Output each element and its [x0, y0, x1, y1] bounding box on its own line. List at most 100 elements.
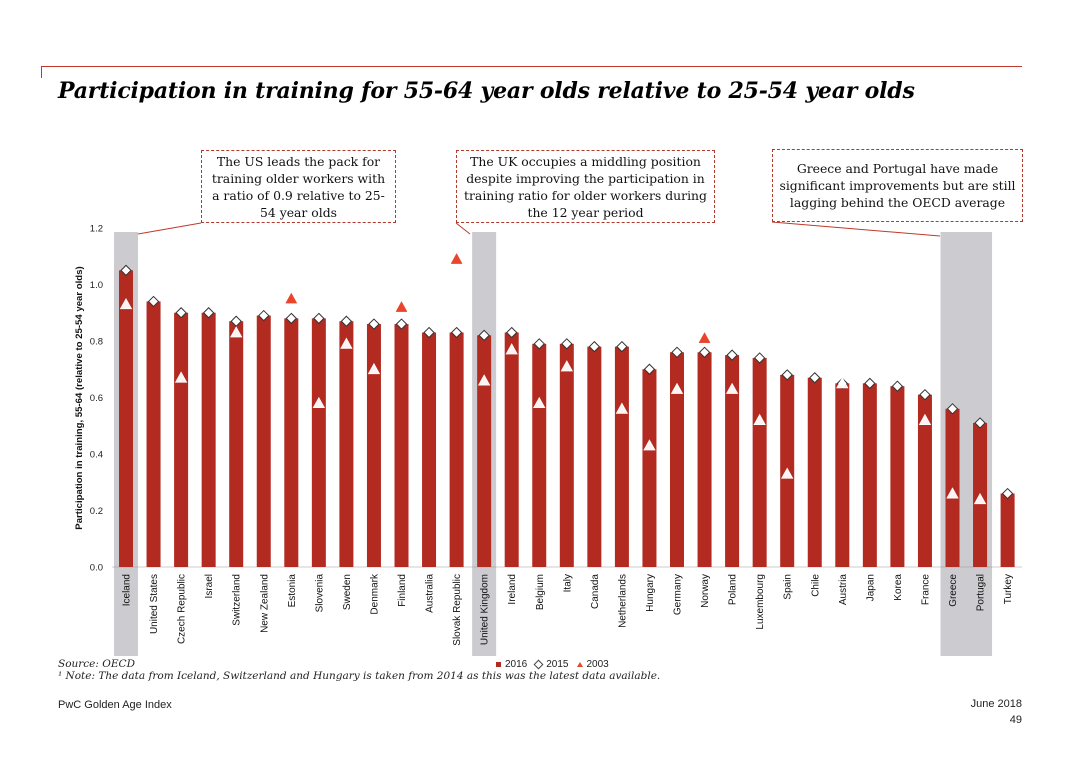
x-tick-label-slovak-republic: Slovak Republic — [452, 574, 463, 646]
bar-belgium — [532, 343, 547, 567]
bar-australia — [422, 332, 437, 567]
legend-label-2016: 2016 — [505, 659, 528, 670]
data-note: ¹ Note: The data from Iceland, Switzerla… — [58, 670, 661, 682]
x-tick-label-united-kingdom: United Kingdom — [480, 574, 491, 645]
marker-2015-united-kingdom — [478, 329, 490, 342]
marker-2015-portugal — [974, 417, 986, 429]
bar-switzerland — [229, 321, 244, 567]
marker-2003-switzerland — [230, 326, 243, 338]
bar-denmark — [366, 324, 381, 567]
x-tick-label-czech-republic: Czech Republic — [177, 574, 188, 644]
footer-date: June 2018 — [970, 698, 1022, 710]
marker-2015-united-states — [147, 295, 160, 308]
bars-2016 — [119, 270, 1015, 567]
marker-2003-norway — [698, 332, 711, 343]
y-tick-label: 0.2 — [90, 506, 103, 517]
bar-luxembourg — [752, 357, 767, 567]
x-tick-label-canada: Canada — [590, 574, 601, 609]
marker-2003-iceland — [119, 297, 133, 310]
marker-2003-denmark — [367, 362, 381, 375]
legend-swatch-2016 — [496, 662, 501, 667]
marker-2015-slovak-republic — [450, 326, 463, 339]
marker-2015-turkey — [1001, 487, 1014, 500]
markers-2003 — [119, 253, 987, 505]
connector-us — [137, 222, 202, 235]
page-number: 49 — [1009, 714, 1022, 726]
bar-chile — [807, 377, 822, 567]
bar-poland — [725, 355, 740, 567]
y-tick-label: 0.0 — [90, 563, 103, 574]
bar-slovenia — [311, 318, 326, 567]
marker-2003-netherlands — [615, 402, 629, 414]
callout-connectors — [137, 221, 941, 237]
bar-slovak-republic — [449, 332, 464, 567]
marker-2015-germany — [671, 346, 683, 359]
x-tick-label-greece: Greece — [948, 574, 959, 607]
legend: 2016 2015 2003 — [496, 659, 609, 670]
x-tick-label-portugal: Portugal — [976, 574, 987, 611]
y-tick-label: 0.8 — [90, 337, 103, 348]
marker-2003-hungary — [643, 439, 656, 451]
bar-united-kingdom — [477, 335, 492, 567]
marker-2003-ireland — [505, 343, 518, 355]
x-tick-label-turkey: Turkey — [1003, 574, 1014, 604]
x-tick-label-denmark: Denmark — [369, 573, 380, 615]
marker-2015-denmark — [368, 318, 380, 330]
x-tick-label-poland: Poland — [728, 574, 739, 605]
marker-2003-luxembourg — [753, 413, 766, 426]
marker-2015-italy — [561, 338, 573, 350]
marker-2015-ireland — [505, 326, 518, 339]
x-tick-label-united-states: United States — [149, 574, 160, 634]
marker-2015-sweden — [340, 315, 353, 327]
marker-2003-slovak-republic — [450, 253, 463, 264]
x-tick-label-belgium: Belgium — [535, 574, 546, 610]
x-tick-label-france: France — [920, 574, 931, 606]
y-tick-label: 1.0 — [90, 280, 103, 291]
x-tick-label-finland: Finland — [397, 574, 408, 607]
marker-2015-poland — [726, 349, 738, 361]
y-axis-title: Participation in training, 55-64 (relati… — [74, 266, 85, 529]
legend-label-2003: 2003 — [586, 659, 609, 670]
bar-iceland — [119, 270, 133, 567]
marker-2015-israel — [202, 307, 215, 319]
x-tick-label-netherlands: Netherlands — [617, 574, 628, 628]
marker-2015-netherlands — [616, 340, 628, 353]
marker-2015-norway — [698, 346, 711, 359]
footer-brand: PwC Golden Age Index — [58, 699, 172, 711]
x-tick-label-austria: Austria — [838, 574, 849, 606]
y-tick-label: 0.6 — [90, 393, 103, 404]
marker-2003-slovenia — [312, 396, 326, 409]
callout-uk: The UK occupies a middling position desp… — [456, 150, 715, 223]
bar-estonia — [284, 318, 299, 567]
marker-2003-sweden — [340, 337, 353, 349]
marker-2015-france — [919, 388, 931, 401]
marker-2003-finland — [395, 301, 408, 312]
bar-finland — [394, 324, 409, 567]
marker-2015-luxembourg — [753, 352, 766, 364]
x-tick-label-sweden: Sweden — [342, 574, 353, 610]
bar-italy — [559, 343, 574, 567]
bar-hungary — [642, 369, 657, 567]
marker-2015-slovenia — [313, 312, 325, 325]
x-tick-label-ireland: Ireland — [507, 574, 518, 605]
marker-2015-korea — [891, 380, 904, 392]
x-tick-label-korea: Korea — [893, 574, 904, 601]
marker-2015-czech-republic — [175, 307, 187, 319]
marker-2003-france — [918, 413, 932, 426]
bar-new-zealand — [256, 315, 271, 567]
marker-2003-united-kingdom — [477, 374, 491, 386]
marker-2003-czech-republic — [174, 371, 188, 383]
x-tick-label-switzerland: Switzerland — [232, 574, 243, 626]
marker-2015-iceland — [120, 264, 132, 277]
marker-2015-hungary — [643, 363, 656, 375]
marker-2003-austria — [836, 377, 849, 389]
bar-sweden — [339, 321, 354, 567]
bar-korea — [890, 386, 905, 567]
x-tick-label-norway: Norway — [700, 574, 711, 608]
header-rule — [41, 66, 1022, 67]
marker-2015-chile — [809, 372, 821, 384]
marker-2015-estonia — [285, 312, 298, 325]
source-note: Source: OECD — [58, 658, 135, 670]
x-tick-label-luxembourg: Luxembourg — [755, 574, 766, 630]
